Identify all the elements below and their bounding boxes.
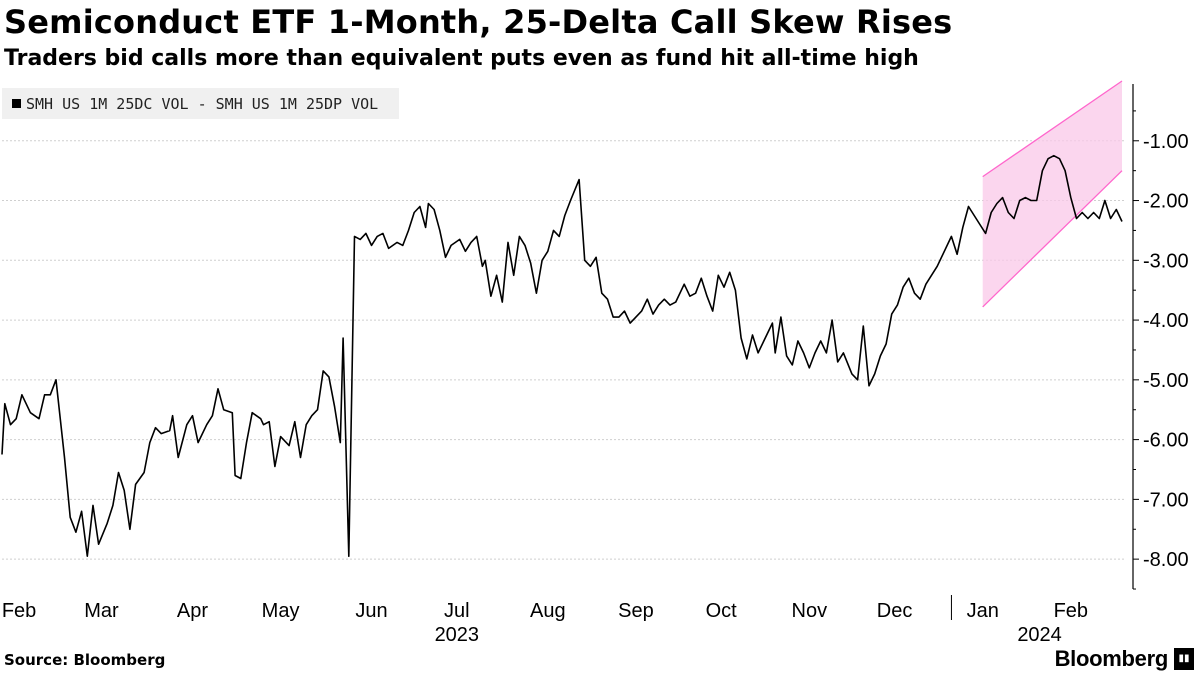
legend: SMH US 1M 25DC VOL - SMH US 1M 25DP VOL <box>2 88 399 119</box>
y-tick-label: -2.00 <box>1143 191 1189 213</box>
x-year-label: 2024 <box>1017 624 1062 646</box>
y-tick-label: -1.00 <box>1143 131 1189 153</box>
trend-channel <box>982 80 1123 308</box>
gridlines <box>2 140 1126 560</box>
y-tick-label: -3.00 <box>1143 250 1189 272</box>
x-tick-label: Sep <box>618 600 654 622</box>
x-tick-label: Nov <box>792 600 828 622</box>
chart-subtitle: Traders bid calls more than equivalent p… <box>4 46 919 71</box>
x-tick-label: May <box>262 600 300 622</box>
bar-chart-icon: ▮▮ <box>1174 648 1194 670</box>
series-group <box>1 154 1123 557</box>
x-tick-label: Jul <box>444 600 470 622</box>
x-tick-label: Dec <box>877 600 913 622</box>
channel-lower-line <box>982 170 1123 308</box>
x-year-label: 2023 <box>435 624 480 646</box>
chart-title: Semiconduct ETF 1-Month, 25-Delta Call S… <box>4 3 953 41</box>
legend-label: SMH US 1M 25DC VOL - SMH US 1M 25DP VOL <box>26 94 379 113</box>
x-tick-label: Mar <box>84 600 119 622</box>
x-tick-label: Oct <box>706 600 738 622</box>
legend-swatch <box>12 99 21 108</box>
x-tick-label: Feb <box>2 600 36 622</box>
x-tick-label: Apr <box>177 600 208 622</box>
channel-upper-line <box>982 80 1123 178</box>
x-axis: Feb Mar Apr May Jun Jul Aug Sep Oct Nov Dec Jan Feb2… <box>2 595 1088 646</box>
y-tick-label: -8.00 <box>1143 549 1189 571</box>
channel-fill <box>982 81 1122 307</box>
source-note: Source: Bloomberg <box>4 651 166 669</box>
x-tick-label: Aug <box>530 600 566 622</box>
y-tick-label: -5.00 <box>1143 370 1189 392</box>
y-axis: -1.00 -2.00 -3.00 -4.00 -5.00 -6.00 -7.00 -8.00 <box>1132 84 1189 590</box>
y-tick-label: -7.00 <box>1143 489 1189 511</box>
x-tick-label: Feb <box>1054 600 1088 622</box>
brand-logo: Bloomberg <box>1054 646 1169 671</box>
x-tick-label: Jun <box>355 600 387 622</box>
series-line <box>1 154 1123 557</box>
x-tick-label: Jan <box>967 600 999 622</box>
y-tick-label: -6.00 <box>1143 430 1189 452</box>
y-tick-label: -4.00 <box>1143 310 1189 332</box>
